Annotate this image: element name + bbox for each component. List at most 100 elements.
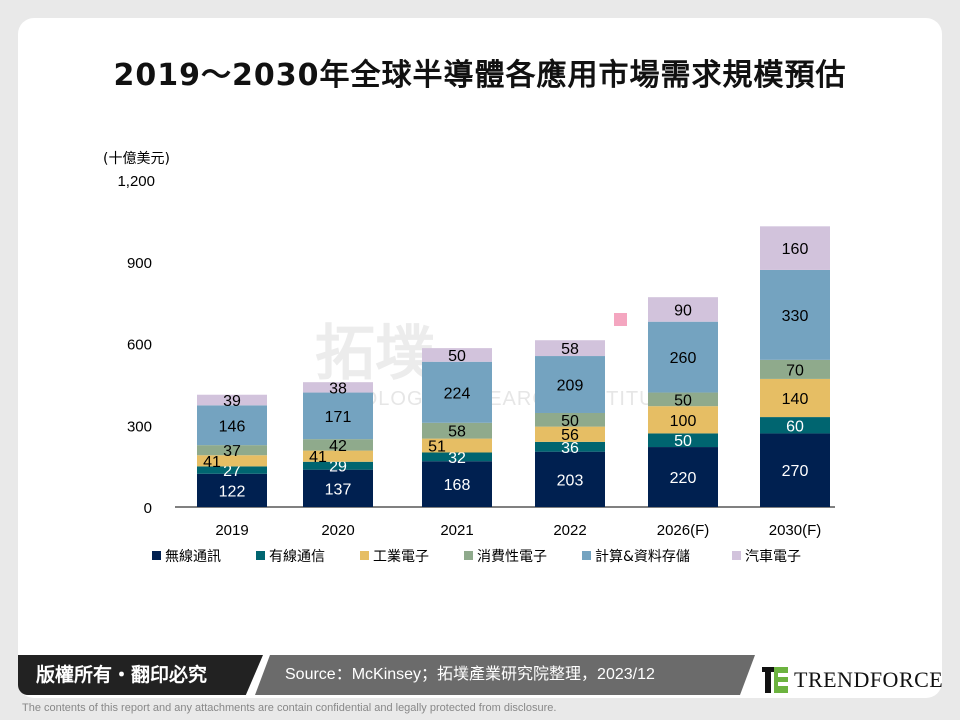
data-label: 160 bbox=[782, 241, 809, 258]
data-label: 203 bbox=[557, 472, 584, 489]
bar-segment bbox=[535, 356, 605, 413]
bar-segment bbox=[197, 455, 267, 467]
trendforce-logo: TRENDFORCE bbox=[762, 665, 943, 695]
bar-segment bbox=[648, 433, 718, 448]
data-label: 56 bbox=[561, 427, 579, 444]
data-label: 58 bbox=[561, 341, 579, 358]
data-label: 29 bbox=[329, 459, 347, 476]
data-label: 37 bbox=[223, 443, 241, 460]
legend-label: 計算&資料存儲 bbox=[595, 549, 690, 565]
data-label: 140 bbox=[782, 391, 809, 408]
bar-segment bbox=[303, 382, 373, 393]
bar-segment bbox=[422, 422, 492, 439]
bar-segment bbox=[303, 450, 373, 462]
logo-text: TRENDFORCE bbox=[794, 667, 944, 692]
x-tick-label: 2020 bbox=[321, 522, 354, 539]
data-label: 70 bbox=[786, 362, 804, 379]
bar-segment bbox=[648, 321, 718, 393]
bar-segment bbox=[760, 417, 830, 434]
page-title: 2019～2030年全球半導體各應用市場需求規模預估 bbox=[113, 58, 847, 93]
data-label: 50 bbox=[674, 392, 692, 409]
bar-segment bbox=[648, 406, 718, 434]
bar-segment bbox=[197, 466, 267, 474]
legend-label: 無線通訊 bbox=[165, 549, 221, 565]
bar-segment bbox=[648, 297, 718, 322]
data-label: 58 bbox=[448, 424, 466, 441]
data-label: 50 bbox=[674, 433, 692, 450]
bar-segment bbox=[197, 394, 267, 406]
data-label: 51 bbox=[428, 439, 446, 456]
data-label: 171 bbox=[325, 409, 352, 426]
copyright-label: 版權所有・翻印必究 bbox=[18, 655, 263, 695]
data-label: 168 bbox=[444, 477, 471, 494]
bar-segment bbox=[422, 361, 492, 423]
y-tick-label: 600 bbox=[127, 337, 152, 354]
x-tick-label: 2026(F) bbox=[657, 522, 710, 539]
data-label: 39 bbox=[223, 393, 241, 410]
bar-segment bbox=[760, 433, 830, 507]
disclaimer: The contents of this report and any atta… bbox=[22, 702, 557, 714]
bar-segment bbox=[648, 392, 718, 407]
data-label: 100 bbox=[670, 413, 697, 430]
y-axis-label: (十億美元) bbox=[103, 151, 170, 167]
bar-segment bbox=[648, 447, 718, 507]
legend-label: 有線通信 bbox=[269, 549, 325, 565]
bar-segment bbox=[197, 473, 267, 507]
bar-segment bbox=[535, 441, 605, 452]
data-label: 32 bbox=[448, 450, 466, 467]
data-label: 122 bbox=[219, 483, 246, 500]
y-tick-label: 1,200 bbox=[117, 173, 155, 190]
bar-segment bbox=[760, 359, 830, 379]
legend-swatch bbox=[152, 551, 161, 560]
x-tick-label: 2021 bbox=[440, 522, 473, 539]
legend-label: 消費性電子 bbox=[477, 549, 547, 565]
data-label: 41 bbox=[203, 454, 221, 471]
legend-swatch bbox=[360, 551, 369, 560]
x-tick-label: 2019 bbox=[215, 522, 248, 539]
source-label: Source：McKinsey；拓墣產業研究院整理，2023/12 bbox=[255, 655, 755, 695]
bar-segment bbox=[422, 461, 492, 507]
watermark: 拓墣 bbox=[315, 319, 435, 389]
data-label: 260 bbox=[670, 350, 697, 367]
bar-segment bbox=[303, 461, 373, 470]
legend-label: 汽車電子 bbox=[745, 548, 801, 565]
bar-segment bbox=[535, 340, 605, 357]
bar-segment bbox=[760, 378, 830, 418]
bar-segment bbox=[197, 445, 267, 456]
bar-segment bbox=[303, 469, 373, 507]
bar-segment bbox=[535, 412, 605, 427]
data-label: 36 bbox=[561, 440, 579, 457]
data-label: 209 bbox=[557, 378, 584, 395]
legend-swatch bbox=[256, 551, 265, 560]
bar-segment bbox=[303, 439, 373, 451]
data-label: 224 bbox=[444, 385, 471, 402]
bar-segment bbox=[303, 392, 373, 440]
bar-segment bbox=[422, 348, 492, 362]
data-label: 42 bbox=[329, 438, 347, 455]
decorative-square bbox=[614, 313, 627, 326]
data-label: 60 bbox=[786, 418, 804, 435]
data-label: 27 bbox=[223, 463, 241, 480]
legend-swatch bbox=[464, 551, 473, 560]
data-label: 50 bbox=[561, 413, 579, 430]
data-label: 41 bbox=[309, 449, 327, 466]
data-label: 330 bbox=[782, 308, 809, 325]
data-label: 137 bbox=[325, 481, 352, 498]
data-label: 270 bbox=[782, 463, 809, 480]
bar-segment bbox=[197, 405, 267, 446]
bar-segment bbox=[535, 426, 605, 442]
legend-label: 工業電子 bbox=[373, 549, 429, 565]
y-tick-label: 900 bbox=[127, 255, 152, 272]
x-tick-label: 2030(F) bbox=[769, 522, 822, 539]
data-label: 220 bbox=[670, 470, 697, 487]
y-tick-label: 300 bbox=[127, 418, 152, 435]
legend-swatch bbox=[582, 551, 591, 560]
bar-segment bbox=[535, 451, 605, 507]
bar-segment bbox=[760, 269, 830, 360]
data-label: 38 bbox=[329, 380, 347, 397]
data-label: 146 bbox=[219, 418, 246, 435]
bar-segment bbox=[422, 438, 492, 453]
y-tick-label: 0 bbox=[144, 500, 152, 517]
legend-swatch bbox=[732, 551, 741, 560]
